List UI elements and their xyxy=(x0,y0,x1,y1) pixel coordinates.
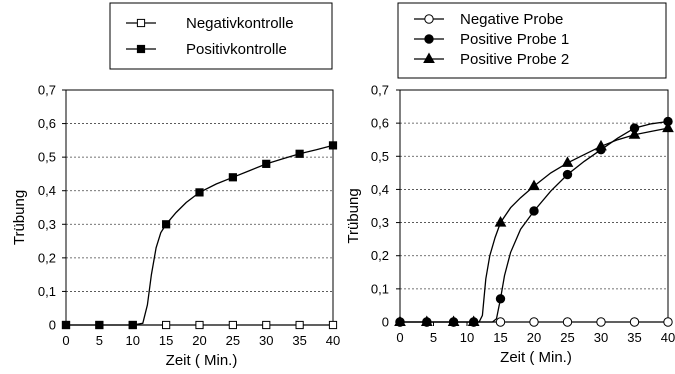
x-tick-label: 15 xyxy=(159,333,173,348)
y-axis-label: Trübung xyxy=(11,190,28,245)
data-point xyxy=(529,206,539,216)
y-tick-label: 0,5 xyxy=(371,149,389,164)
series-line xyxy=(400,120,669,323)
x-tick-label: 25 xyxy=(226,333,240,348)
data-point xyxy=(628,128,641,139)
legend-entry: Negativkontrolle xyxy=(186,15,294,32)
legend-box xyxy=(109,2,333,70)
data-point xyxy=(262,320,271,330)
chart-panel-1: 0 0,1 0,2 0,3 0,4 0,5 0,6 0,7 0 5 10 15 20 25 30 35 40 Ze… xyxy=(11,2,340,369)
x-tick-label: 10 xyxy=(126,333,140,348)
x-tick-label: 30 xyxy=(594,330,608,345)
x-tick-label: 30 xyxy=(259,333,273,348)
legend-box xyxy=(397,2,667,79)
legend-entry: Positive Probe 2 xyxy=(460,51,569,68)
x-tick-label: 5 xyxy=(430,330,437,345)
legend-marker xyxy=(136,44,146,54)
series-line xyxy=(400,127,669,323)
data-point xyxy=(494,216,507,227)
plot-area xyxy=(399,89,669,323)
data-point xyxy=(61,320,71,330)
x-tick-label: 5 xyxy=(96,333,103,348)
x-tick-label: 0 xyxy=(396,330,403,345)
data-point xyxy=(228,320,237,330)
series-3 xyxy=(394,121,674,326)
y-tick-label: 0,7 xyxy=(38,83,56,98)
data-point xyxy=(467,315,480,326)
y-tick-label: 0,4 xyxy=(371,182,389,197)
x-tick-label: 40 xyxy=(661,330,675,345)
legend-entry: Positivkontrolle xyxy=(186,41,287,58)
data-point xyxy=(328,141,338,150)
chart-panel-2: 0 0,1 0,2 0,3 0,4 0,5 0,6 0,7 0 5 10 15 20 25 30 35 40 Ze… xyxy=(345,2,675,366)
y-tick-label: 0,3 xyxy=(38,217,56,232)
legend-entry: Negative Probe xyxy=(460,11,563,28)
data-point xyxy=(295,320,304,330)
x-tick-label: 10 xyxy=(460,330,474,345)
y-tick-label: 0,7 xyxy=(371,83,389,98)
legend-1: Negativkontrolle Positivkontrolle xyxy=(109,2,333,70)
y-tick-label: 0,6 xyxy=(371,116,389,131)
y-tick-label: 0,4 xyxy=(38,183,56,198)
legend-marker xyxy=(136,18,146,28)
x-tick-label: 25 xyxy=(560,330,574,345)
data-point xyxy=(162,220,171,229)
data-point xyxy=(228,173,237,182)
y-tick-label: 0,1 xyxy=(38,284,56,299)
y-tick-label: 0,3 xyxy=(371,215,389,230)
series-line xyxy=(66,144,334,326)
series-2 xyxy=(61,141,338,330)
data-point xyxy=(195,188,204,197)
x-axis-label: Zeit ( Min.) xyxy=(500,349,572,366)
legend-marker xyxy=(423,52,435,63)
data-point xyxy=(295,149,304,158)
data-point xyxy=(495,317,506,327)
x-tick-label: 35 xyxy=(627,330,641,345)
data-point xyxy=(420,315,433,326)
data-point xyxy=(162,320,171,330)
data-point xyxy=(529,317,539,327)
x-tick-label: 35 xyxy=(292,333,306,348)
legend-marker xyxy=(424,34,434,44)
series-2 xyxy=(395,116,673,327)
x-tick-label: 40 xyxy=(326,333,340,348)
data-point xyxy=(128,320,137,330)
data-point xyxy=(562,169,573,180)
y-tick-label: 0,2 xyxy=(371,248,389,263)
data-point xyxy=(662,121,674,133)
data-point xyxy=(663,317,673,327)
data-point xyxy=(195,320,204,330)
y-tick-label: 0 xyxy=(49,318,56,333)
data-point xyxy=(262,159,271,168)
x-tick-label: 20 xyxy=(527,330,541,345)
x-tick-label: 15 xyxy=(493,330,507,345)
data-point xyxy=(561,156,574,167)
data-point xyxy=(562,317,573,327)
data-point xyxy=(328,320,338,330)
y-tick-label: 0,2 xyxy=(38,250,56,265)
data-point xyxy=(596,317,606,327)
x-tick-label: 0 xyxy=(62,333,69,348)
data-point xyxy=(528,179,540,191)
data-point xyxy=(629,317,640,327)
x-tick-label: 20 xyxy=(192,333,206,348)
y-tick-label: 0,6 xyxy=(38,116,56,131)
data-point xyxy=(447,315,460,326)
data-point xyxy=(95,320,104,330)
data-point xyxy=(495,294,506,304)
y-axis-label: Trübung xyxy=(345,188,362,243)
y-tick-label: 0 xyxy=(382,315,389,330)
y-tick-label: 0,1 xyxy=(371,281,389,296)
legend-entry: Positive Probe 1 xyxy=(460,31,569,48)
legend-2: Negative Probe Positive Probe 1 Positive P… xyxy=(397,2,667,79)
data-point xyxy=(394,315,406,326)
y-tick-label: 0,5 xyxy=(38,150,56,165)
data-point xyxy=(595,139,607,151)
x-axis-label: Zeit ( Min.) xyxy=(166,352,238,369)
plot-area xyxy=(65,89,334,326)
legend-marker xyxy=(424,14,434,24)
